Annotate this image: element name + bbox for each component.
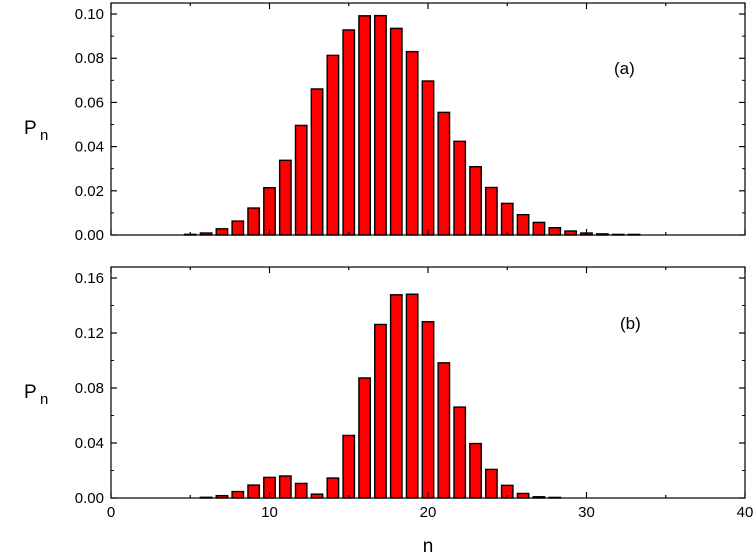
y-tick-label-a-5: 0.10 xyxy=(75,6,104,23)
bar-a-n20 xyxy=(421,80,435,236)
bar-b-n19 xyxy=(405,293,419,499)
y-tick-label-a-3: 0.06 xyxy=(75,94,104,111)
bar-a-n9 xyxy=(247,207,261,236)
bar-a-n17 xyxy=(374,14,387,236)
y-ticks-a: 0.00 0.02 0.04 0.06 0.08 0.10 xyxy=(75,6,745,244)
bar-a-n21 xyxy=(437,111,451,236)
x-tick-label-b-3: 30 xyxy=(578,504,595,521)
bar-a-n28 xyxy=(548,227,562,236)
y-tick-label-b-4: 0.16 xyxy=(75,270,104,287)
bar-a-n15 xyxy=(342,29,356,236)
bar-a-n22 xyxy=(453,140,467,236)
bar-b-n9 xyxy=(247,484,261,499)
bar-a-n23 xyxy=(469,166,482,236)
bar-b-n8 xyxy=(231,490,245,499)
x-tick-label-b-4: 40 xyxy=(737,504,754,521)
panel-a: 0.00 0.02 0.04 0.06 0.08 0.10 (a) P n xyxy=(24,2,746,244)
y-tick-label-b-3: 0.12 xyxy=(75,325,104,342)
bar-a-n7 xyxy=(215,228,229,236)
bar-a-n12 xyxy=(294,124,308,236)
bar-a-n16 xyxy=(358,15,372,236)
bar-b-n12 xyxy=(294,482,308,499)
panel-label-b: (b) xyxy=(620,314,641,333)
bar-b-n21 xyxy=(437,362,451,499)
y-axis-title-a: P xyxy=(24,118,37,139)
y-tick-label-a-0: 0.00 xyxy=(75,227,104,244)
y-tick-label-a-4: 0.08 xyxy=(75,50,104,67)
x-tick-label-b-0: 0 xyxy=(107,504,115,521)
y-axis-title-sub-b: n xyxy=(40,391,48,408)
bar-b-n24 xyxy=(484,468,498,499)
bar-a-n27 xyxy=(532,221,546,236)
bar-a-n26 xyxy=(516,213,530,236)
bar-b-n15 xyxy=(342,434,356,499)
bar-b-n17 xyxy=(374,323,387,499)
y-tick-label-b-0: 0.00 xyxy=(75,490,104,507)
bar-a-n14 xyxy=(326,54,340,236)
bar-a-n11 xyxy=(278,159,292,236)
y-axis-title-b: P xyxy=(24,382,37,403)
bar-a-n18 xyxy=(389,27,403,236)
bar-a-n25 xyxy=(500,202,514,236)
x-ticks-b: 0 10 20 30 40 xyxy=(107,267,754,521)
bar-a-n8 xyxy=(231,220,245,236)
bar-b-n18 xyxy=(389,294,403,499)
x-axis-title: n xyxy=(423,536,434,557)
bar-b-n11 xyxy=(278,475,292,499)
y-axis-title-sub-a: n xyxy=(40,127,48,144)
bar-a-n10 xyxy=(263,187,276,236)
x-ticks-a xyxy=(110,3,746,235)
panel-b: 0.00 0.04 0.08 0.12 0.16 0 10 20 30 40 (b) P n n xyxy=(24,266,754,557)
bar-b-n26 xyxy=(516,492,530,499)
bar-a-n24 xyxy=(484,186,498,236)
x-tick-label-b-2: 20 xyxy=(420,504,437,521)
y-tick-label-b-2: 0.08 xyxy=(75,380,104,397)
bars-b xyxy=(199,293,562,499)
y-tick-label-b-1: 0.04 xyxy=(75,435,104,452)
bar-b-n22 xyxy=(453,406,467,499)
bar-b-n16 xyxy=(358,377,372,499)
y-ticks-b: 0.00 0.04 0.08 0.12 0.16 xyxy=(75,270,745,507)
panel-label-a: (a) xyxy=(614,59,635,78)
bar-b-n23 xyxy=(469,442,482,499)
y-tick-label-a-1: 0.02 xyxy=(75,183,104,200)
y-tick-label-a-2: 0.04 xyxy=(75,139,104,156)
x-tick-label-b-1: 10 xyxy=(261,504,278,521)
bar-a-n19 xyxy=(405,50,419,236)
bars-a xyxy=(183,14,641,236)
bar-b-n14 xyxy=(326,477,340,499)
bar-a-n13 xyxy=(310,88,324,236)
bar-b-n20 xyxy=(421,321,435,499)
